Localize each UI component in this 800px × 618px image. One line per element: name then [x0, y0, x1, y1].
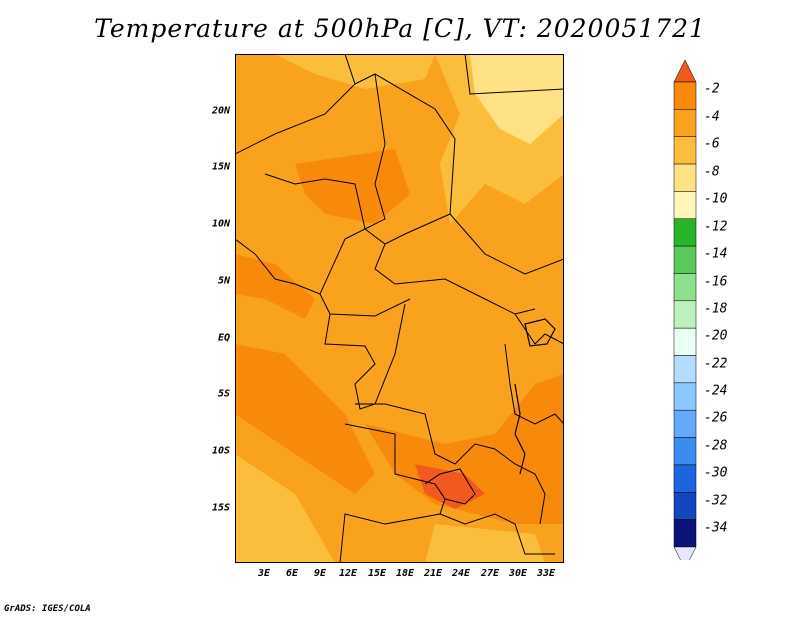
lakes: [514, 318, 556, 475]
colorbar-label: -16: [704, 274, 728, 290]
lon-label: 27E: [480, 568, 500, 579]
colorbar-segment: [673, 81, 697, 110]
lat-label: 15S: [211, 502, 230, 514]
lon-label: 12E: [338, 568, 358, 579]
field-hot-core: [415, 464, 485, 509]
colorbar-segment: [673, 273, 697, 302]
colorbar-bottom-triangle: [673, 546, 697, 560]
lon-label: 30E: [508, 568, 528, 579]
lon-label: 18E: [395, 568, 415, 579]
colorbar-label: -2: [704, 81, 720, 97]
lat-label: 10S: [211, 445, 230, 457]
colorbar-segment: [673, 382, 697, 411]
colorbar-label: -14: [704, 246, 728, 262]
colorbar-top-triangle: [673, 60, 697, 83]
lon-label: 24E: [451, 568, 471, 579]
temperature-map: [235, 54, 564, 563]
colorbar-label: -4: [704, 109, 720, 125]
colorbar-label: -32: [704, 493, 728, 509]
lat-label: 15N: [211, 161, 230, 173]
lon-label: 3E: [257, 568, 271, 579]
field-warm-atlantic: [235, 344, 375, 494]
colorbar: [673, 60, 697, 560]
colorbar-label: -22: [704, 356, 728, 372]
colorbar-label: -24: [704, 383, 728, 399]
colorbar-segment: [673, 327, 697, 356]
field-warm-west: [235, 254, 315, 319]
colorbar-segment: [673, 300, 697, 329]
colorbar-segment: [673, 464, 697, 493]
colorbar-segment: [673, 191, 697, 219]
colorbar-label: -10: [704, 191, 728, 207]
field-cool-se: [425, 524, 545, 563]
colorbar-segment: [673, 437, 697, 466]
lon-label: 33E: [536, 568, 556, 579]
colorbar-label: -28: [704, 438, 728, 454]
colorbar-label: -26: [704, 410, 728, 426]
lon-label: 15E: [367, 568, 387, 579]
lat-label: EQ: [217, 332, 230, 344]
field-cool-sw: [235, 454, 335, 563]
field-cold-ne: [470, 54, 564, 144]
field-cold-n: [275, 54, 435, 89]
colorbar-segment: [673, 218, 697, 247]
colorbar-segment: [673, 109, 697, 137]
colorbar-label: -18: [704, 301, 728, 317]
colorbar-label: -20: [704, 328, 728, 344]
colorbar-label: -8: [704, 164, 720, 180]
lat-label: 20N: [211, 105, 230, 117]
colorbar-segment: [673, 163, 697, 192]
colorbar-label: -6: [704, 136, 720, 152]
lon-label: 9E: [313, 568, 327, 579]
colorbar-segment: [673, 136, 697, 165]
lat-label: 5S: [217, 388, 230, 400]
colorbar-segment: [673, 355, 697, 384]
lon-label: 21E: [423, 568, 443, 579]
colorbar-label: -12: [704, 219, 728, 235]
chart-title: Temperature at 500hPa [C], VT: 202005172…: [94, 14, 706, 43]
lon-label: 6E: [285, 568, 299, 579]
colorbar-segment: [673, 492, 697, 520]
colorbar-segment: [673, 519, 697, 548]
colorbar-label: -34: [704, 520, 728, 536]
colorbar-segment: [673, 245, 697, 274]
colorbar-label: -30: [704, 465, 728, 481]
footer-credit: GrADS: IGES/COLA: [4, 604, 91, 614]
lat-label: 5N: [217, 275, 230, 287]
colorbar-segment: [673, 409, 697, 438]
lat-label: 10N: [211, 218, 230, 230]
country-boundaries: [235, 54, 564, 563]
map-border: [235, 54, 564, 563]
